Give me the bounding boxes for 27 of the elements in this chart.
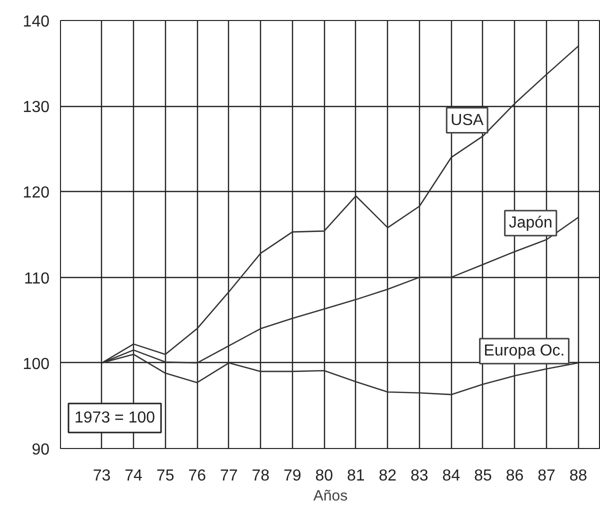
x-tick-label: 77	[220, 468, 238, 484]
y-tick-label: 140	[22, 14, 50, 30]
x-tick-label: 80	[315, 468, 334, 484]
x-tick-label: 78	[252, 468, 270, 484]
y-tick-label: 130	[22, 99, 50, 116]
series-label: USA	[450, 112, 484, 129]
x-tick-label: 86	[506, 468, 524, 484]
y-tick-label: 90	[32, 442, 50, 458]
annotation: 1973 = 100	[74, 410, 156, 426]
x-tick-label: 79	[283, 468, 302, 484]
x-tick-label: 83	[410, 468, 428, 484]
x-tick-label: 76	[188, 468, 206, 484]
y-tick-label: 110	[24, 270, 50, 288]
x-tick-label: 82	[378, 468, 397, 484]
x-tick-label: 75	[156, 468, 174, 484]
series-label: Europa Oc.	[484, 342, 565, 360]
x-tick-label: 74	[124, 468, 143, 484]
x-tick-label: 88	[569, 468, 588, 484]
x-tick-label: 85	[474, 468, 492, 484]
x-tick-label: 84	[442, 468, 460, 484]
y-tick-label: 100	[22, 356, 50, 373]
x-tick-label: 81	[347, 468, 365, 484]
y-tick-label: 120	[22, 184, 50, 202]
x-tick-label: 87	[538, 468, 556, 484]
x-tick-label: 73	[92, 468, 111, 484]
x-axis-title: Años	[313, 488, 348, 504]
series-label: Japón	[508, 214, 552, 232]
